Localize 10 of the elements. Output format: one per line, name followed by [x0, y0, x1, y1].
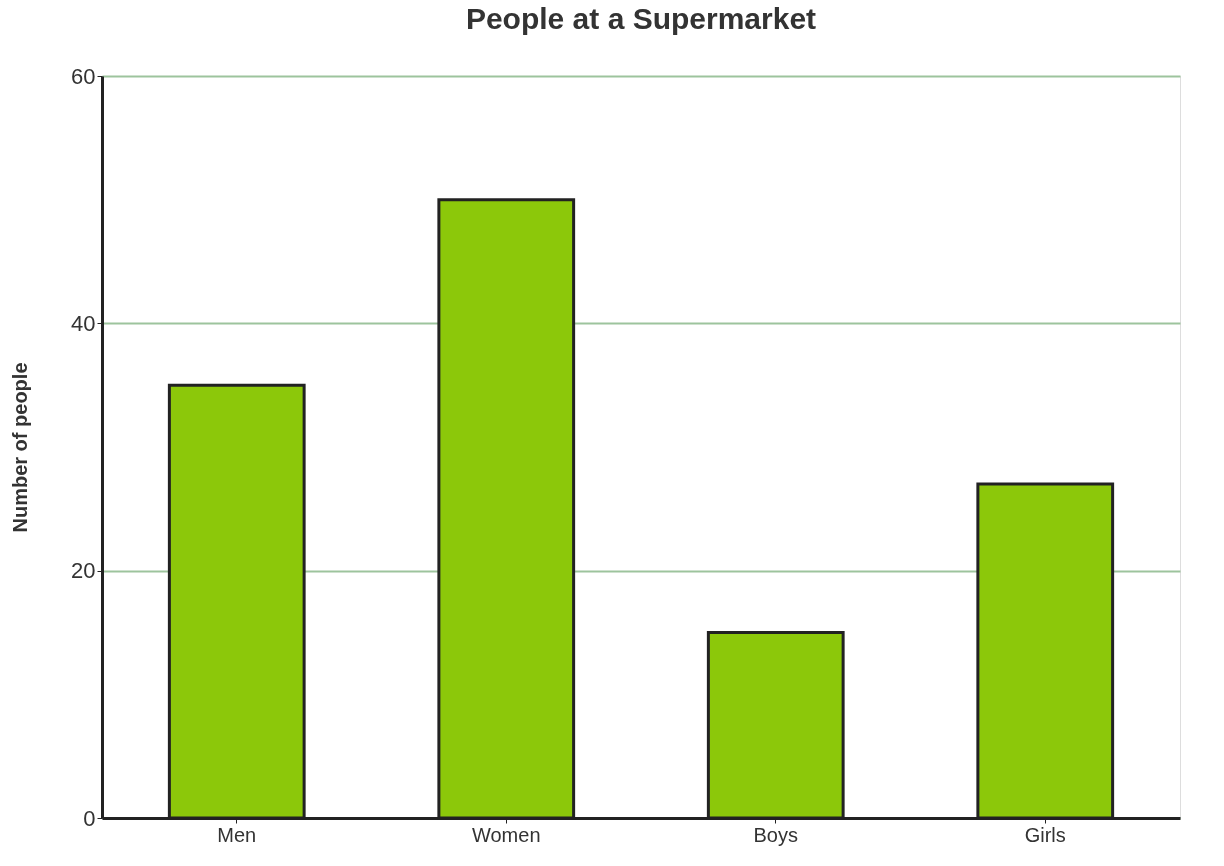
y-tick-label: 0 [83, 805, 96, 831]
y-tick-label: 40 [71, 310, 96, 336]
chart-title: People at a Supermarket [465, 2, 817, 35]
y-axis-title: Number of people [9, 362, 32, 533]
y-tick-label: 60 [71, 63, 96, 89]
y-tick-label: 20 [71, 558, 96, 584]
x-tick-label: Men [217, 823, 257, 846]
x-tick-label: Girls [1024, 823, 1066, 846]
x-tick-label: Boys [753, 823, 798, 846]
x-tick-label: Women [471, 823, 541, 846]
